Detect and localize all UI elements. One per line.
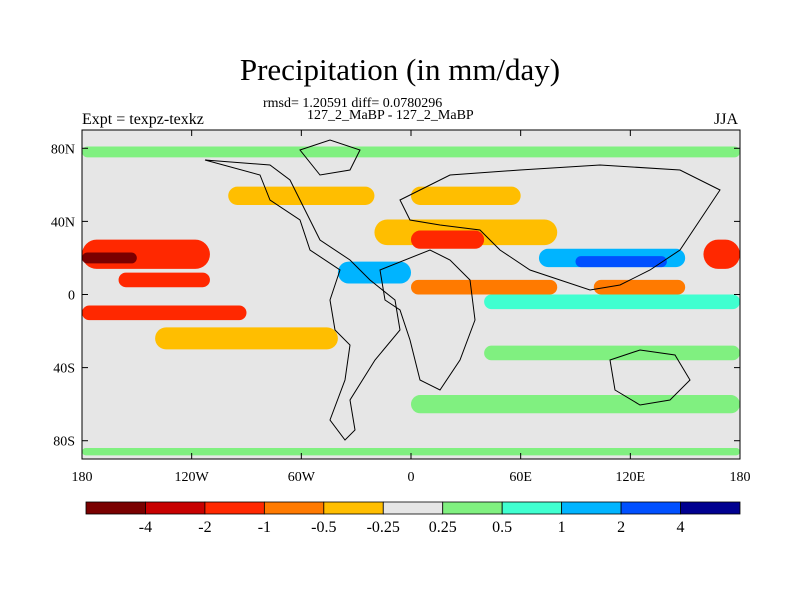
colorbar: -4 -2 -1 -0.5 -0.25 0.25 0.5 1 2 4 xyxy=(85,501,741,536)
colorbar-swatch-5 xyxy=(382,501,444,515)
precip-band-5-0 xyxy=(82,252,137,264)
coastline-0 xyxy=(204,159,401,441)
coastline-outline xyxy=(204,139,721,441)
precip-band-16-0 xyxy=(82,448,740,456)
precip-band-4-1 xyxy=(703,239,740,269)
colorbar-label-5: 0.25 xyxy=(429,519,457,536)
x-tick-label-1: 120W xyxy=(175,470,210,485)
precip-band-1-1 xyxy=(411,186,521,205)
colorbar-label-2: -1 xyxy=(258,519,271,536)
colorbar-label-6: 0.5 xyxy=(492,519,512,536)
colorbar-swatch-7 xyxy=(501,501,563,515)
colorbar-label-8: 2 xyxy=(617,519,625,536)
colorbar-swatch-6 xyxy=(442,501,503,515)
coastline-2 xyxy=(399,164,721,291)
colorbar-swatch-1 xyxy=(145,501,206,515)
precip-band-10-1 xyxy=(593,279,686,295)
colorbar-label-1: -2 xyxy=(198,519,211,536)
y-tick-label-3: 40S xyxy=(53,362,75,377)
precip-band-14-0 xyxy=(484,345,740,361)
colorbar-swatch-0 xyxy=(85,501,146,515)
colorbar-swatch-8 xyxy=(561,501,622,515)
x-tick-label-3: 0 xyxy=(408,470,415,485)
colorbar-label-4: -0.25 xyxy=(367,519,400,536)
y-tick-label-4: 80S xyxy=(53,435,75,450)
x-tick-label-0: 180 xyxy=(72,470,93,485)
coastline-4 xyxy=(299,139,361,176)
colorbar-swatch-9 xyxy=(620,501,681,515)
experiment-label: Expt = texpz-texkz xyxy=(82,111,204,128)
precip-band-7-0 xyxy=(575,256,667,268)
precip-band-11-0 xyxy=(484,294,740,310)
y-tick-label-1: 40N xyxy=(51,215,75,230)
colorbar-swatch-10 xyxy=(680,501,741,515)
colorbar-label-9: 4 xyxy=(677,519,685,536)
colorbar-label-0: -4 xyxy=(139,519,152,536)
coastline-3 xyxy=(609,349,691,406)
colorbar-swatch-4 xyxy=(323,501,384,515)
season-label: JJA xyxy=(714,111,739,128)
colorbar-label-7: 1 xyxy=(558,519,566,536)
axes: 180 120W 60W 0 60E 120E 180 80N 40N 0 40S 80S xyxy=(51,129,751,485)
precip-band-9-0 xyxy=(118,272,210,288)
precip-bands xyxy=(82,146,740,456)
stats-text: rmsd= 1.20591 diff= 0.0780296 xyxy=(263,96,443,111)
y-tick-label-0: 80N xyxy=(51,142,75,157)
colorbar-swatch-2 xyxy=(204,501,265,515)
precip-band-13-0 xyxy=(155,327,338,350)
chart-title: Precipitation (in mm/day) xyxy=(239,52,561,87)
precip-band-15-0 xyxy=(411,395,740,414)
x-tick-label-2: 60W xyxy=(288,470,316,485)
precip-band-12-0 xyxy=(82,305,247,321)
precip-band-1-0 xyxy=(228,186,375,205)
precip-band-8-0 xyxy=(337,261,411,284)
x-tick-label-4: 60E xyxy=(509,470,532,485)
plot-area xyxy=(82,130,740,459)
colorbar-label-3: -0.5 xyxy=(311,519,336,536)
chart-subtitle: 127_2_MaBP - 127_2_MaBP xyxy=(307,108,474,123)
precip-band-0-0 xyxy=(82,146,740,158)
colorbar-swatch-3 xyxy=(263,501,325,515)
x-tick-label-6: 180 xyxy=(730,470,751,485)
coastline-1 xyxy=(379,249,476,391)
x-tick-label-5: 120E xyxy=(616,470,646,485)
precip-band-10-0 xyxy=(411,279,558,295)
y-tick-label-2: 0 xyxy=(68,289,75,304)
precip-band-3-0 xyxy=(411,230,485,249)
